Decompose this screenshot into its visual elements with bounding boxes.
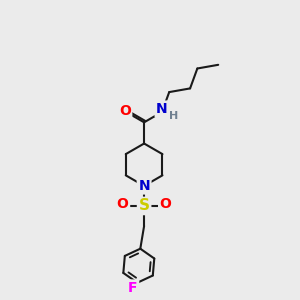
Text: S: S — [139, 198, 150, 213]
Text: H: H — [169, 110, 178, 121]
Text: O: O — [160, 197, 172, 212]
Text: O: O — [117, 197, 129, 212]
Text: O: O — [119, 104, 131, 118]
Text: F: F — [128, 281, 138, 295]
Text: N: N — [138, 179, 150, 193]
Text: N: N — [156, 102, 168, 116]
